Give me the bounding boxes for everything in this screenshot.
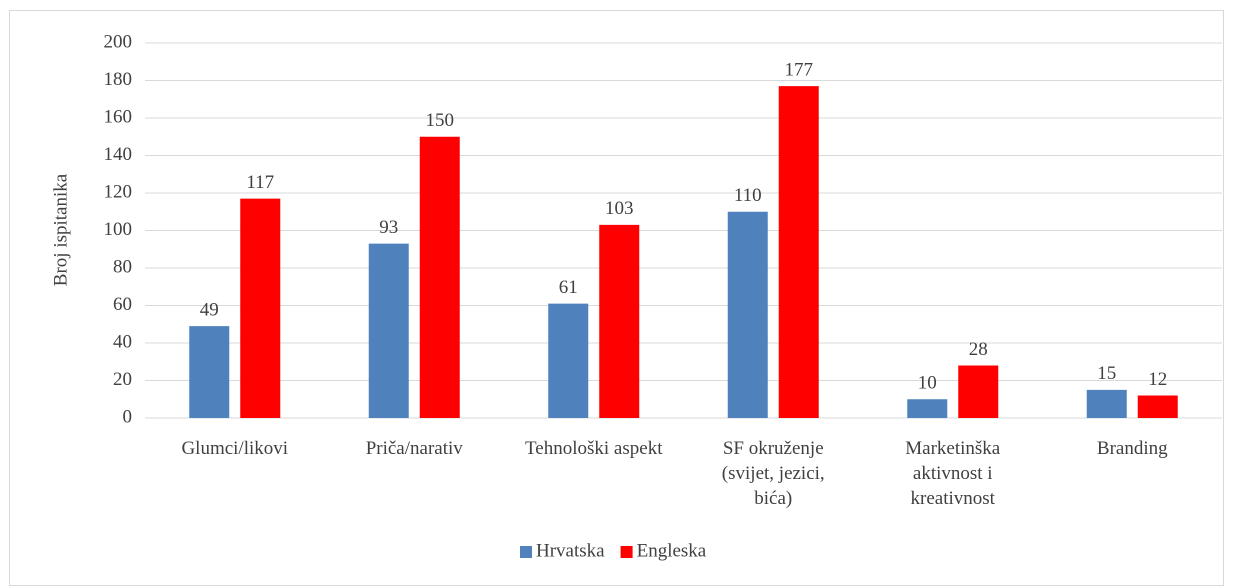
bar (368, 243, 409, 418)
x-tick-label: Priča/narativ (365, 438, 463, 459)
x-tick-label: Tehnološki aspekt (525, 438, 663, 459)
data-label: 49 (200, 299, 219, 320)
y-tick-label: 100 (104, 219, 133, 240)
y-tick-label: 80 (113, 256, 132, 277)
bar (189, 326, 230, 418)
y-tick-label: 120 (104, 181, 133, 202)
data-label: 61 (559, 277, 578, 298)
legend-swatch (520, 546, 532, 558)
data-label: 103 (605, 198, 634, 219)
bar (727, 211, 768, 418)
x-tick-label: Glumci/likovi (181, 438, 289, 459)
y-tick-label: 20 (113, 369, 132, 390)
bar (419, 136, 460, 418)
legend-swatch (620, 546, 633, 558)
x-tick-label: SF okruženje (svijet, jezici, bića) (721, 438, 825, 509)
data-label: 10 (918, 373, 937, 394)
data-label: 28 (969, 339, 988, 360)
bar (1086, 389, 1127, 418)
data-label: 177 (785, 59, 814, 80)
y-tick-label: 0 (123, 406, 133, 427)
y-tick-label: 140 (104, 144, 133, 165)
y-tick-label: 180 (104, 69, 133, 90)
legend-label: Engleska (637, 540, 707, 561)
y-axis-title: Broj ispitanika (50, 173, 71, 286)
y-tick-label: 160 (104, 106, 133, 127)
x-tick-label: Marketinška aktivnost i kreativnost (905, 438, 1001, 509)
data-label: 110 (734, 185, 762, 206)
data-label: 150 (426, 110, 455, 131)
y-tick-label: 40 (113, 331, 132, 352)
bar (1137, 395, 1178, 418)
x-tick-label: Branding (1096, 438, 1168, 459)
bar (958, 365, 999, 418)
bar (548, 303, 589, 418)
chart-border (9, 10, 1224, 586)
data-label: 15 (1097, 363, 1116, 384)
bar (778, 86, 819, 418)
data-label: 117 (246, 172, 274, 193)
bar (599, 224, 640, 418)
data-label: 93 (379, 217, 398, 238)
data-label: 12 (1148, 369, 1167, 390)
legend-label: Hrvatska (536, 540, 605, 561)
bar (907, 399, 948, 418)
bar (240, 198, 281, 418)
y-tick-label: 200 (104, 31, 133, 52)
y-tick-label: 60 (113, 294, 132, 315)
